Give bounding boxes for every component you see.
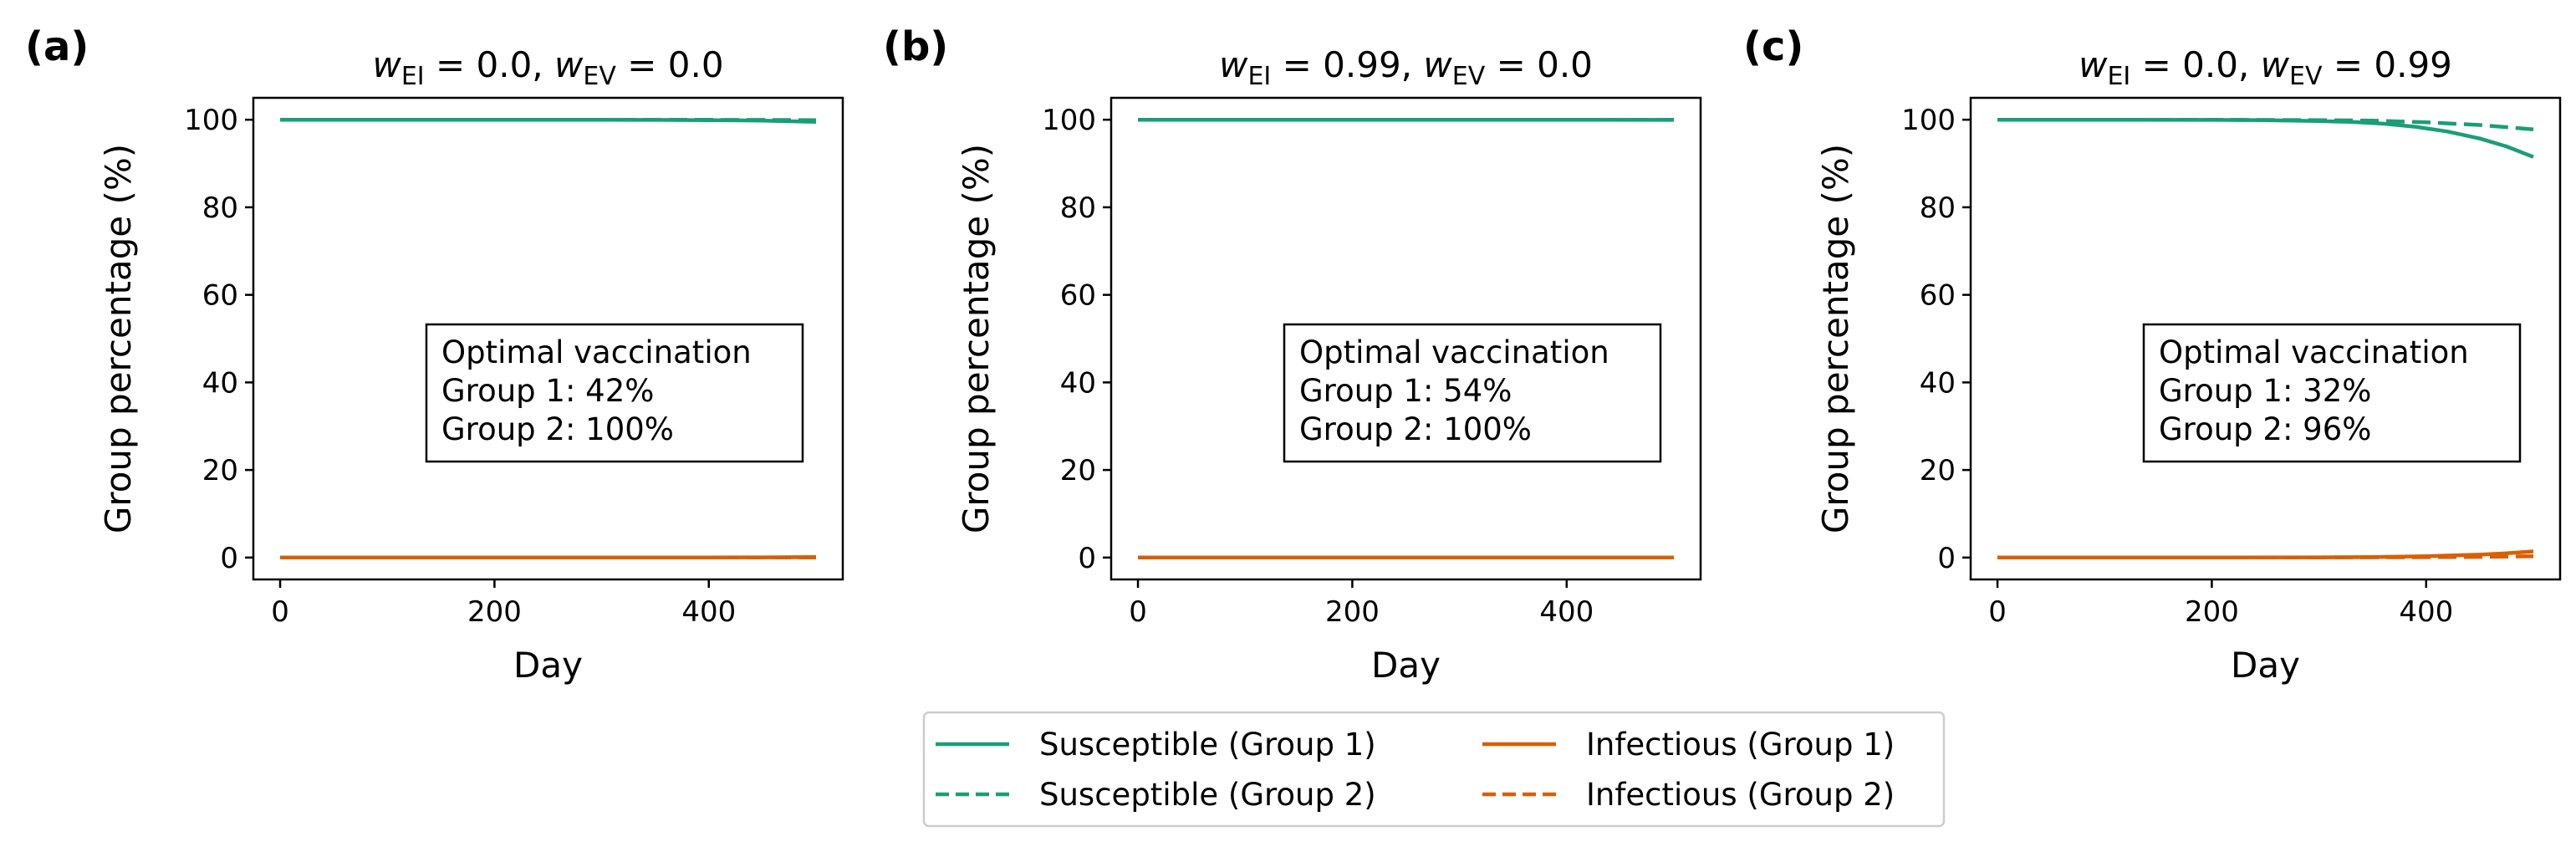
title-text: = 0.0, [2130, 44, 2260, 85]
y-tick-label: 0 [220, 542, 238, 575]
annotation-line: Group 2: 96% [2159, 411, 2371, 447]
title-variable: w [2261, 44, 2290, 85]
x-tick-label: 400 [681, 595, 736, 629]
plot-frame [1109, 96, 1702, 581]
title-subscript: EV [2289, 62, 2323, 91]
legend-label: Infectious (Group 1) [1586, 727, 1895, 763]
annotation-line: Group 1: 42% [441, 373, 654, 409]
series-line-infectious-group-2 [1997, 554, 2534, 560]
legend: Susceptible (Group 1) Infectious (Group 1… [922, 711, 1946, 828]
x-axis-label: Day [513, 645, 583, 686]
annotation-line: Group 2: 100% [1299, 411, 1532, 447]
title-variable: w [1219, 44, 1248, 85]
title-variable: w [372, 44, 401, 85]
chart-panel-3: 0 200 400 0 20 40 60 80 100 Day Group percentage (… [1743, 23, 2562, 686]
series-line-susceptible-group-2 [1997, 117, 2534, 131]
title-subscript: EI [2107, 62, 2130, 91]
title-text: = 0.0 [1485, 44, 1593, 85]
y-tick-label: 100 [1901, 104, 1956, 137]
y-tick-label: 60 [1060, 279, 1096, 313]
title-text: = 0.99 [2322, 44, 2451, 85]
y-tick-label: 80 [202, 191, 238, 225]
y-tick-label: 0 [1937, 542, 1956, 575]
x-tick-label: 200 [2185, 595, 2239, 629]
legend-label: Susceptible (Group 2) [1039, 777, 1376, 813]
title-subscript: EI [1247, 62, 1271, 91]
y-tick-label: 60 [1920, 279, 1956, 313]
panel-title: wEI = 0.99, wEV = 0.0 [1219, 44, 1593, 91]
x-tick-label: 400 [1539, 595, 1594, 629]
title-variable: w [2079, 44, 2108, 85]
series-group [1138, 117, 1675, 560]
x-tick-label: 0 [1988, 595, 2007, 629]
panel-title: wEI = 0.0, wEV = 0.99 [2079, 44, 2452, 91]
x-tick-label: 200 [1325, 595, 1380, 629]
y-axis-label: Group percentage (%) [956, 144, 997, 533]
annotation-line: Group 1: 54% [1299, 373, 1512, 409]
panel-label: (c) [1743, 23, 1803, 70]
panel-label: (a) [25, 23, 89, 70]
title-subscript: EI [401, 62, 425, 91]
chart-panel-1: 0 200 400 0 20 40 60 80 100 Day Group percentage (… [25, 23, 844, 686]
annotation-line: Optimal vaccination [441, 334, 752, 370]
y-tick-label: 20 [202, 454, 238, 487]
x-tick-label: 0 [271, 595, 289, 629]
series-group [280, 117, 817, 560]
x-tick-label: 200 [467, 595, 522, 629]
y-tick-label: 40 [202, 366, 238, 400]
panel-title: wEI = 0.0, wEV = 0.0 [372, 44, 723, 91]
y-tick-label: 20 [1060, 454, 1096, 487]
y-tick-label: 60 [202, 279, 238, 313]
legend-label: Infectious (Group 2) [1586, 777, 1895, 813]
title-variable: w [554, 44, 584, 85]
panel-label: (b) [883, 23, 948, 70]
annotation-line: Optimal vaccination [2159, 334, 2469, 370]
y-axis-label: Group percentage (%) [1815, 144, 1856, 533]
chart-panel-2: 0 200 400 0 20 40 60 80 100 Day Group percentage (… [883, 23, 1702, 686]
title-text: = 0.0, [425, 44, 554, 85]
plot-frame [252, 96, 844, 581]
y-axis-label: Group percentage (%) [98, 144, 139, 533]
plot-frame [1969, 96, 2562, 581]
y-tick-label: 100 [184, 104, 238, 137]
title-text: = 0.99, [1271, 44, 1423, 85]
legend-frame [922, 711, 1946, 828]
legend-label: Susceptible (Group 1) [1039, 727, 1376, 763]
y-tick-label: 20 [1920, 454, 1956, 487]
title-text: = 0.0 [616, 44, 724, 85]
title-variable: w [1423, 44, 1452, 85]
annotation-box [1283, 323, 1662, 463]
x-axis-label: Day [2231, 645, 2300, 686]
y-tick-label: 80 [1060, 191, 1096, 225]
annotation-box [425, 323, 804, 463]
y-tick-label: 0 [1078, 542, 1096, 575]
annotation-line: Optimal vaccination [1299, 334, 1609, 370]
x-axis-label: Day [1371, 645, 1441, 686]
title-subscript: EV [1452, 62, 1486, 91]
annotation-line: Group 2: 100% [441, 411, 674, 447]
x-tick-label: 0 [1129, 595, 1147, 629]
annotation-line: Group 1: 32% [2159, 373, 2371, 409]
y-tick-label: 100 [1042, 104, 1096, 137]
y-tick-label: 80 [1920, 191, 1956, 225]
annotation-box [2142, 323, 2522, 463]
y-tick-label: 40 [1060, 366, 1096, 400]
series-group [1997, 117, 2534, 560]
x-tick-label: 400 [2399, 595, 2453, 629]
y-tick-label: 40 [1920, 366, 1956, 400]
title-subscript: EV [583, 62, 616, 91]
